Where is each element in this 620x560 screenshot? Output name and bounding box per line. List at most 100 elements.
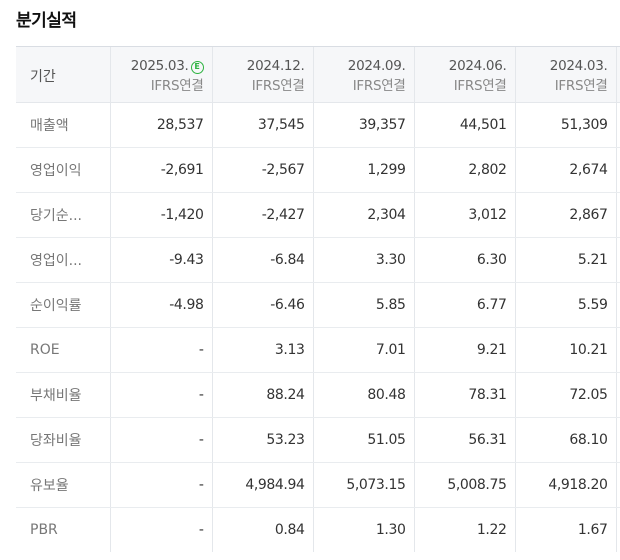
period-header-label: 기간	[16, 47, 110, 103]
row-label: 유보율	[16, 462, 110, 508]
table-cell: 1.67	[514, 507, 616, 552]
accounting-standard: IFRS연결	[453, 78, 507, 95]
row-label: 당좌비율	[16, 417, 110, 463]
table-cell: 2,867	[514, 192, 616, 238]
table-cell: 3.13	[211, 327, 313, 373]
table-cell: 5,008.75	[413, 462, 515, 508]
row-label: 당기순...	[16, 192, 110, 238]
table-cell: 7.01	[312, 327, 414, 373]
period-column-header: 2024.12. IFRS연결	[211, 47, 313, 103]
table-cell: -1,420	[109, 192, 212, 238]
table-cell: 2,802	[413, 147, 515, 193]
table-cell: 6.77	[413, 282, 515, 328]
table-cell: 51,309	[514, 102, 616, 148]
estimate-badge-icon: E	[190, 61, 204, 75]
table-row: 매출액 28,537 37,545 39,357 44,501 51,309	[16, 102, 620, 148]
period-column-header: 2024.06. IFRS연결	[413, 47, 515, 103]
period-date: 2025.03.	[130, 58, 189, 75]
next-column-edge	[615, 462, 620, 508]
table-cell: 5,073.15	[312, 462, 414, 508]
table-row: 영업이익 -2,691 -2,567 1,299 2,802 2,674	[16, 147, 620, 193]
table-cell: 1.22	[413, 507, 515, 552]
accounting-standard: IFRS연결	[352, 78, 406, 95]
table-cell: -9.43	[109, 237, 212, 283]
next-column-edge	[615, 192, 620, 238]
table-cell: -4.98	[109, 282, 212, 328]
table-cell: -	[109, 372, 212, 418]
accounting-standard: IFRS연결	[554, 78, 608, 95]
table-row: 부채비율 -88.24 80.48 78.31 72.05	[16, 372, 620, 418]
table-cell: 78.31	[413, 372, 515, 418]
table-cell: 88.24	[211, 372, 313, 418]
quarterly-performance-table: 기간 2025.03. E IFRS연결 2024.12. IFRS연결 2024…	[16, 47, 620, 552]
table-row: ROE -3.13 7.01 9.21 10.21	[16, 327, 620, 373]
table-cell: 3.30	[312, 237, 414, 283]
header-row: 기간 2025.03. E IFRS연결 2024.12. IFRS연결 2024…	[16, 47, 620, 103]
next-column-edge	[615, 417, 620, 463]
table-cell: 5.85	[312, 282, 414, 328]
table-row: 당좌비율 -53.23 51.05 56.31 68.10	[16, 417, 620, 463]
next-column-edge	[615, 102, 620, 148]
table-cell: -2,567	[211, 147, 313, 193]
row-label: 매출액	[16, 102, 110, 148]
table-row: 순이익률 -4.98 -6.46 5.85 6.77 5.59	[16, 282, 620, 328]
table-cell: -	[109, 507, 212, 552]
next-column-edge	[615, 372, 620, 418]
table-cell: -2,691	[109, 147, 212, 193]
table-cell: -6.84	[211, 237, 313, 283]
row-label: 영업이익	[16, 147, 110, 193]
row-label: PBR	[16, 507, 110, 552]
next-column-edge	[615, 147, 620, 193]
table-cell: 1,299	[312, 147, 414, 193]
table-cell: -	[109, 417, 212, 463]
table-cell: 2,674	[514, 147, 616, 193]
row-label: 영업이...	[16, 237, 110, 283]
table-cell: 5.59	[514, 282, 616, 328]
table-cell: 2,304	[312, 192, 414, 238]
table-cell: -2,427	[211, 192, 313, 238]
next-column-edge	[615, 507, 620, 552]
table-cell: 56.31	[413, 417, 515, 463]
next-column-edge	[615, 47, 620, 103]
table-cell: 68.10	[514, 417, 616, 463]
next-column-edge	[615, 282, 620, 328]
table-cell: 9.21	[413, 327, 515, 373]
quarterly-performance-table-container[interactable]: 기간 2025.03. E IFRS연결 2024.12. IFRS연결 2024…	[16, 46, 620, 552]
period-date: 2024.06.	[448, 58, 507, 75]
period-column-header: 2024.09. IFRS연결	[312, 47, 414, 103]
table-cell: 72.05	[514, 372, 616, 418]
table-cell: 5.21	[514, 237, 616, 283]
period-column-header: 2025.03. E IFRS연결	[109, 47, 212, 103]
table-cell: 28,537	[109, 102, 212, 148]
period-date: 2024.12.	[246, 58, 305, 75]
row-label: 부채비율	[16, 372, 110, 418]
table-cell: 3,012	[413, 192, 515, 238]
table-cell: 39,357	[312, 102, 414, 148]
accounting-standard: IFRS연결	[150, 78, 204, 95]
table-cell: 44,501	[413, 102, 515, 148]
table-cell: 10.21	[514, 327, 616, 373]
table-cell: -	[109, 462, 212, 508]
row-label: 순이익률	[16, 282, 110, 328]
table-cell: 51.05	[312, 417, 414, 463]
period-date: 2024.09.	[347, 58, 406, 75]
period-date: 2024.03.	[549, 58, 608, 75]
table-cell: -6.46	[211, 282, 313, 328]
next-column-edge	[615, 237, 620, 283]
table-cell: 0.84	[211, 507, 313, 552]
period-column-header: 2024.03. IFRS연결	[514, 47, 616, 103]
table-cell: 80.48	[312, 372, 414, 418]
table-row: 당기순... -1,420 -2,427 2,304 3,012 2,867	[16, 192, 620, 238]
row-label: ROE	[16, 327, 110, 373]
table-cell: 53.23	[211, 417, 313, 463]
table-cell: 1.30	[312, 507, 414, 552]
table-cell: 4,984.94	[211, 462, 313, 508]
accounting-standard: IFRS연결	[251, 78, 305, 95]
table-cell: -	[109, 327, 212, 373]
section-title: 분기실적	[16, 11, 77, 31]
table-cell: 37,545	[211, 102, 313, 148]
next-column-edge	[615, 327, 620, 373]
table-row: 유보율 -4,984.94 5,073.15 5,008.75 4,918.20	[16, 462, 620, 508]
table-row: PBR -0.84 1.30 1.22 1.67	[16, 507, 620, 552]
table-row: 영업이... -9.43 -6.84 3.30 6.30 5.21	[16, 237, 620, 283]
